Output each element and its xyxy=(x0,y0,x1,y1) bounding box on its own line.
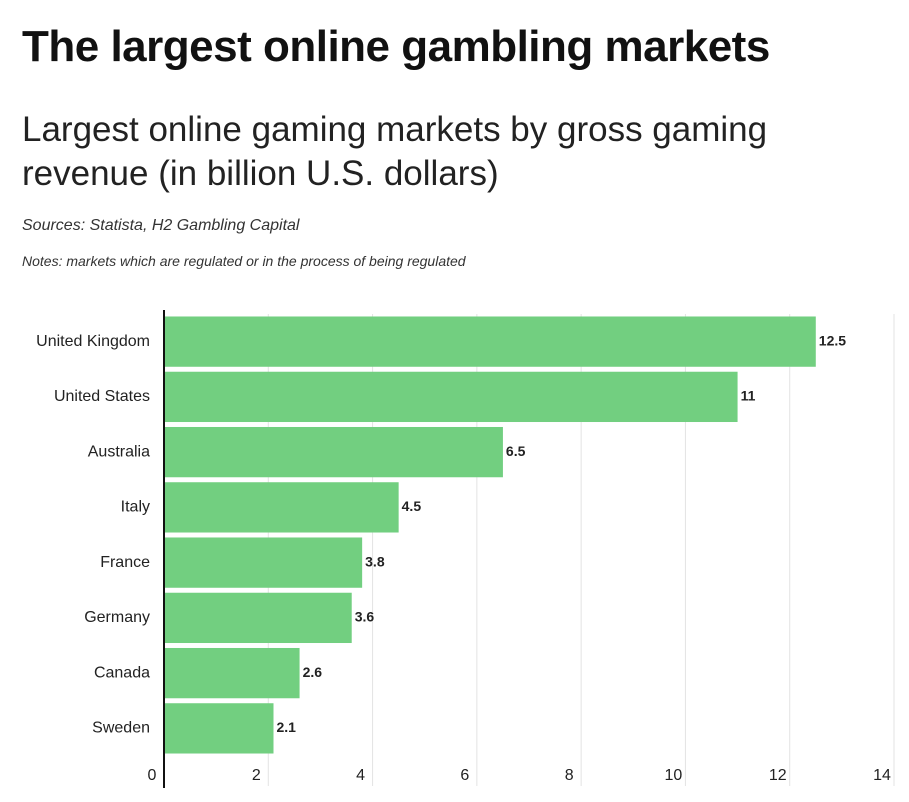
y-tick-label: Germany xyxy=(84,609,150,626)
x-tick-label: 8 xyxy=(565,767,574,784)
bar xyxy=(164,647,300,699)
bar xyxy=(164,482,399,533)
x-tick-label: 2 xyxy=(252,767,261,784)
data-label: 11 xyxy=(741,388,756,404)
bar xyxy=(164,703,274,754)
x-tick-label: 6 xyxy=(460,767,469,784)
data-label: 12.5 xyxy=(819,332,846,348)
data-label: 6.5 xyxy=(506,443,526,459)
x-tick-label: 10 xyxy=(665,767,683,784)
bar xyxy=(164,426,503,478)
data-label: 3.8 xyxy=(365,553,385,569)
x-tick-label: 0 xyxy=(148,767,157,784)
chart-title: The largest online gambling markets xyxy=(22,22,770,71)
y-tick-label: Sweden xyxy=(92,720,150,737)
data-label: 3.6 xyxy=(355,609,375,625)
sources-note: Sources: Statista, H2 Gambling Capital xyxy=(22,217,300,234)
x-tick-label: 12 xyxy=(769,767,787,784)
chart-subtitle: Largest online gaming markets by gross g… xyxy=(22,110,768,193)
data-label: 2.6 xyxy=(303,664,323,680)
y-tick-label: Italy xyxy=(121,499,150,516)
bar xyxy=(164,316,816,367)
bar xyxy=(164,537,363,588)
notes: Notes: markets which are regulated or in… xyxy=(22,253,466,269)
y-tick-label: Canada xyxy=(94,664,150,681)
bar xyxy=(164,371,738,423)
y-tick-label: France xyxy=(100,554,150,571)
y-tick-label: United Kingdom xyxy=(36,333,150,350)
x-tick-label: 4 xyxy=(356,767,365,784)
data-label: 2.1 xyxy=(277,719,297,735)
bar xyxy=(164,592,352,644)
y-tick-label: Australia xyxy=(88,443,150,460)
x-tick-label: 14 xyxy=(873,767,891,784)
data-label: 4.5 xyxy=(402,498,422,514)
y-tick-label: United States xyxy=(54,388,150,405)
